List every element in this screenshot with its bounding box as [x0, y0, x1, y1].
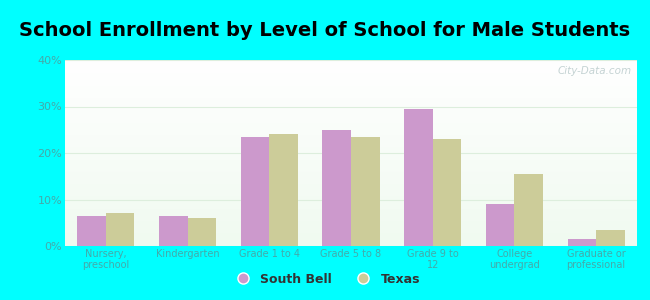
- Bar: [77, 216, 106, 246]
- Bar: [596, 230, 625, 246]
- Bar: [567, 239, 596, 246]
- Bar: [351, 137, 380, 246]
- Bar: [106, 214, 135, 246]
- Bar: [404, 109, 433, 246]
- Bar: [433, 139, 462, 246]
- Bar: [188, 218, 216, 246]
- Legend: South Bell, Texas: South Bell, Texas: [225, 268, 425, 291]
- Bar: [240, 137, 269, 246]
- Bar: [514, 174, 543, 246]
- Bar: [322, 130, 351, 246]
- Text: City-Data.com: City-Data.com: [557, 66, 631, 76]
- Bar: [269, 134, 298, 246]
- Text: School Enrollment by Level of School for Male Students: School Enrollment by Level of School for…: [20, 21, 630, 40]
- Bar: [486, 204, 514, 246]
- Bar: [159, 216, 188, 246]
